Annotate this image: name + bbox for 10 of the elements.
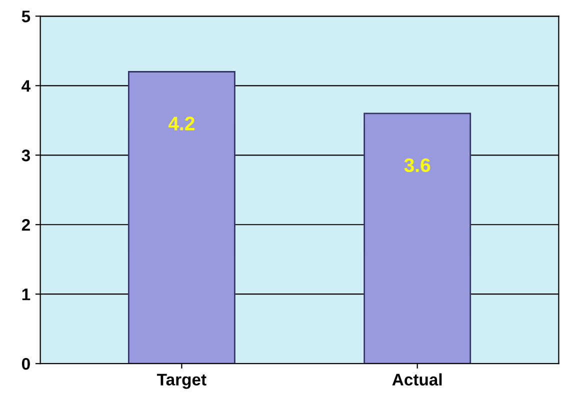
y-tick-label: 1 <box>22 288 30 300</box>
y-tick-label: 3 <box>22 150 30 162</box>
data-label: 3.6 <box>404 158 430 172</box>
y-tick-label: 4 <box>22 80 31 92</box>
y-tick-label: 0 <box>22 358 30 370</box>
x-tick-label: Target <box>157 374 206 389</box>
y-tick-label: 5 <box>22 10 30 22</box>
data-label: 4.2 <box>168 116 194 130</box>
x-tick-label: Actual <box>392 373 442 386</box>
y-tick-label: 2 <box>22 219 30 231</box>
